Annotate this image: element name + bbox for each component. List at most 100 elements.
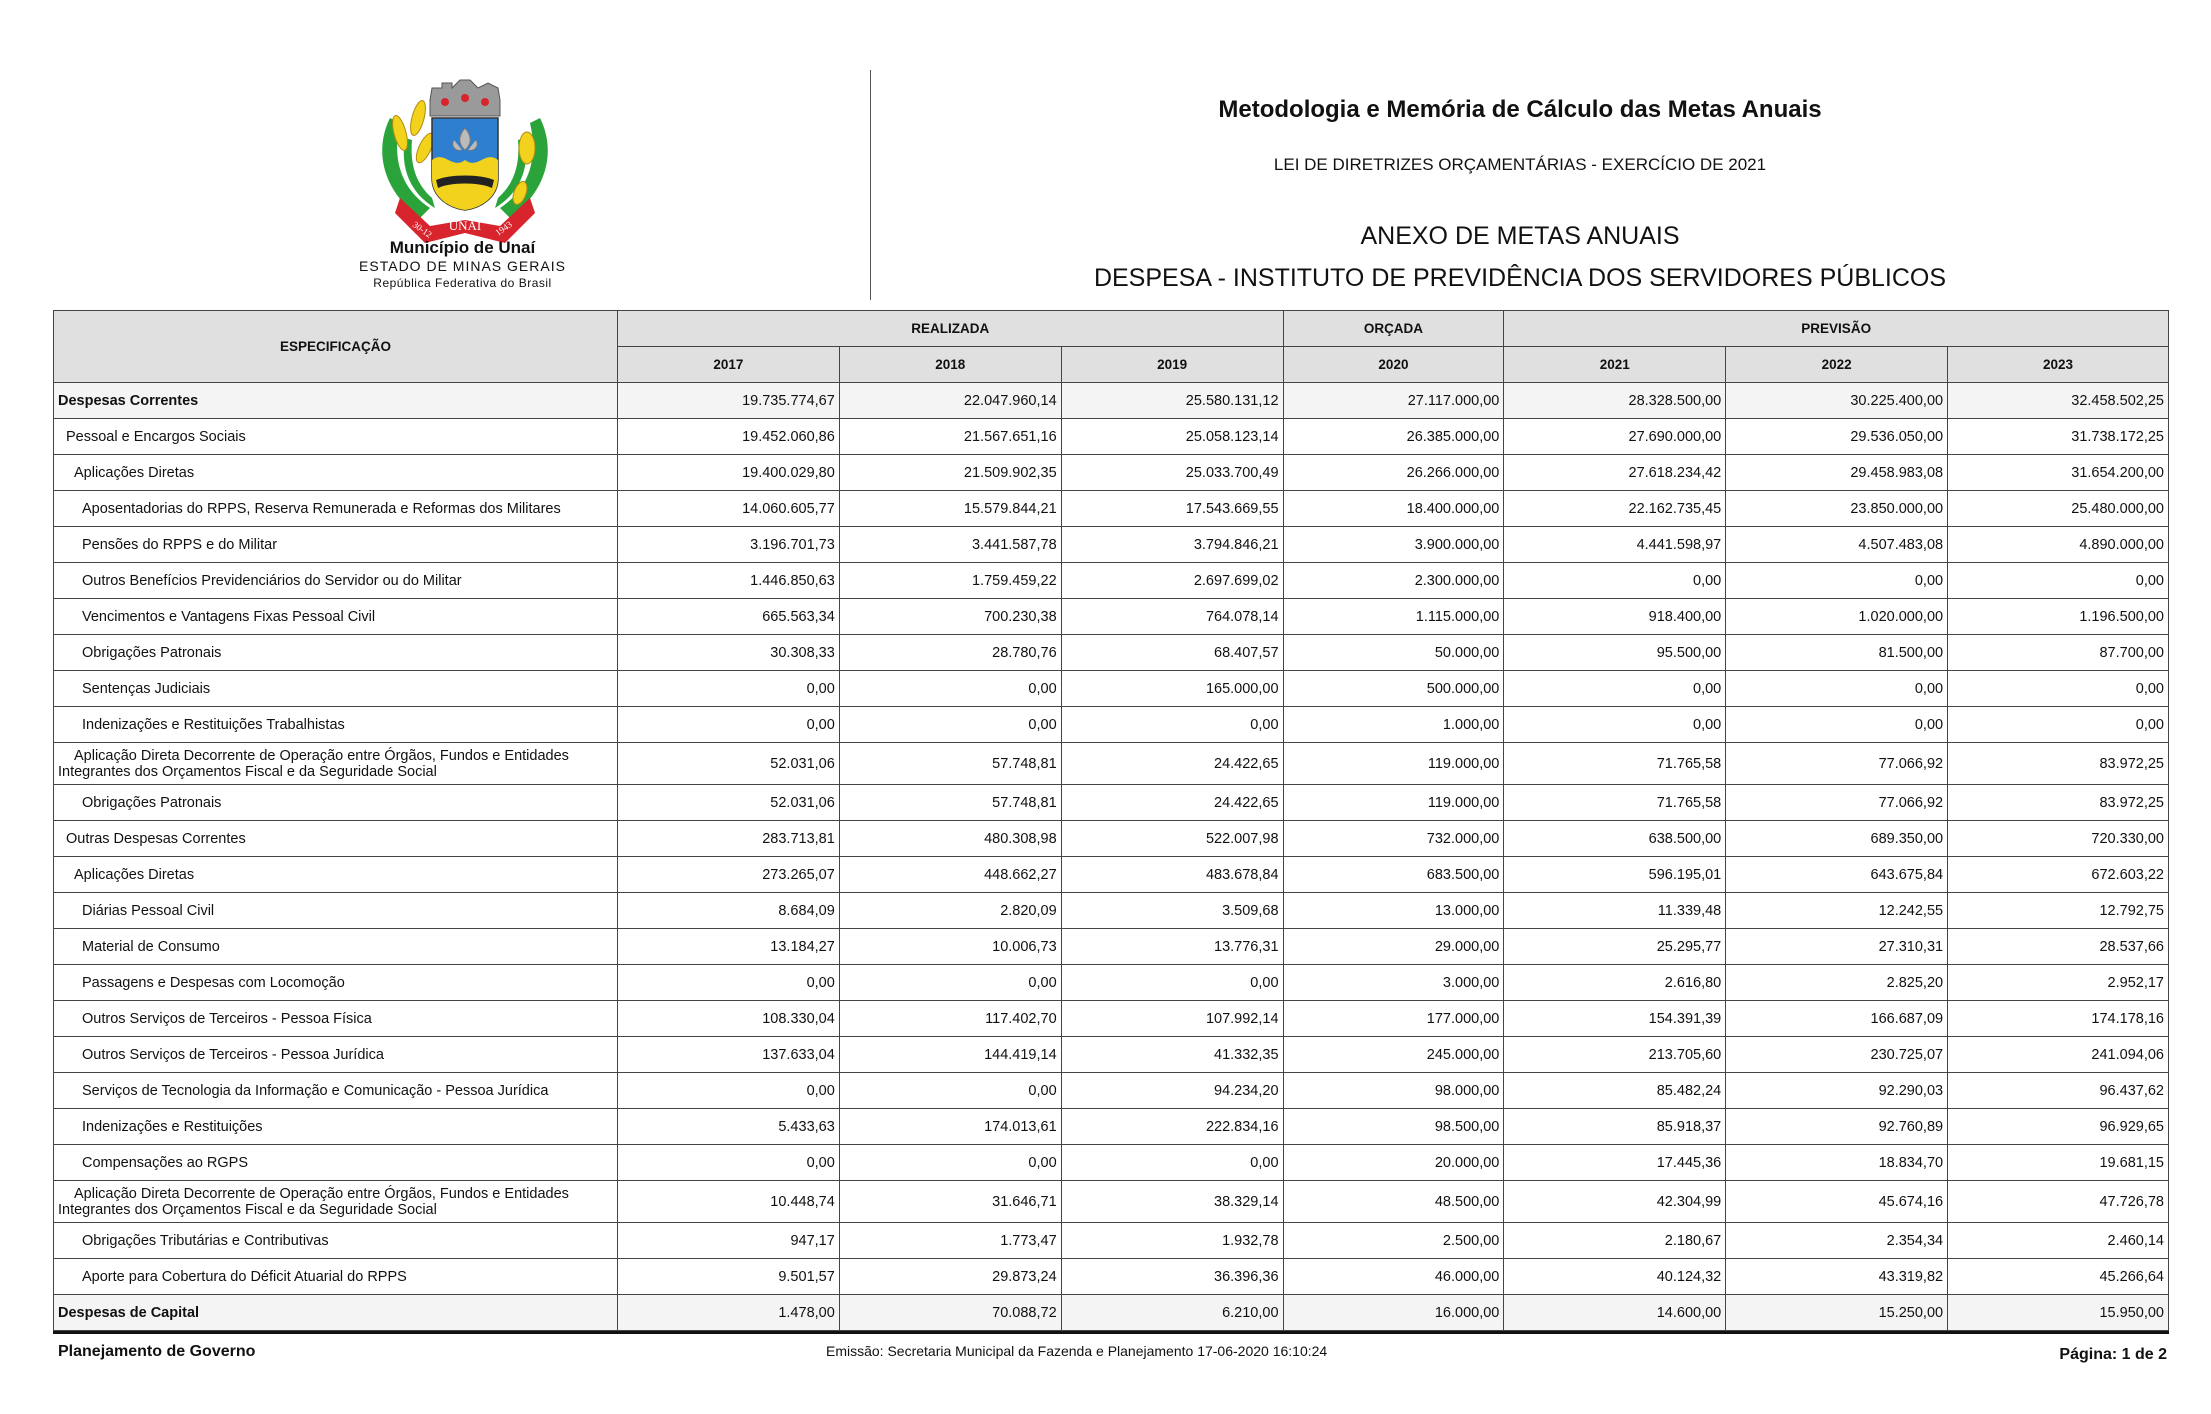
table-row: Aplicação Direta Decorrente de Operação …	[53, 1180, 2169, 1223]
cell-2019: 3.794.846,21	[1060, 526, 1284, 563]
cell-2021: 25.295,77	[1503, 928, 1727, 965]
cell-2018: 144.419,14	[838, 1036, 1062, 1073]
cell-2023: 15.950,00	[1947, 1294, 2169, 1331]
cell-2022: 81.500,00	[1725, 634, 1949, 671]
cell-2023: 25.480.000,00	[1947, 490, 2169, 527]
cell-2022: 0,00	[1725, 706, 1949, 743]
cell-2021: 71.765,58	[1503, 784, 1727, 821]
cell-2018: 0,00	[838, 1144, 1062, 1181]
cell-2021: 42.304,99	[1503, 1180, 1727, 1223]
table-row: Obrigações Patronais 30.308,33 28.780,76 68…	[53, 634, 2169, 671]
row-label: Outros Serviços de Terceiros - Pessoa Ju…	[53, 1036, 618, 1073]
cell-2023: 4.890.000,00	[1947, 526, 2169, 563]
municipal-coat-of-arms-logo: UNAÍ 30-12 1943	[382, 79, 548, 243]
cell-2019: 25.580.131,12	[1060, 382, 1284, 419]
cell-2019: 483.678,84	[1060, 856, 1284, 893]
cell-2020: 29.000,00	[1282, 928, 1505, 965]
table-row: Pensões do RPPS e do Militar 3.196.701,73…	[53, 526, 2169, 563]
table-row: Passagens e Despesas com Locomoção 0,00 0,…	[53, 964, 2169, 1001]
cell-2020: 177.000,00	[1282, 1000, 1505, 1037]
cell-2019: 165.000,00	[1060, 670, 1284, 707]
row-label: Obrigações Tributárias e Contributivas	[53, 1222, 618, 1259]
cell-2018: 174.013,61	[838, 1108, 1062, 1145]
cell-2021: 17.445,36	[1503, 1144, 1727, 1181]
cell-2018: 480.308,98	[838, 820, 1062, 857]
cell-2022: 30.225.400,00	[1725, 382, 1949, 419]
cell-2020: 46.000,00	[1282, 1258, 1505, 1295]
row-label: Material de Consumo	[53, 928, 618, 965]
cell-2022: 0,00	[1725, 562, 1949, 599]
table-row: Material de Consumo 13.184,27 10.006,73 13.…	[53, 928, 2169, 965]
cell-2020: 119.000,00	[1282, 742, 1505, 785]
row-label: Outros Serviços de Terceiros - Pessoa Fí…	[53, 1000, 618, 1037]
cell-2017: 3.196.701,73	[616, 526, 840, 563]
table-row: Vencimentos e Vantagens Fixas Pessoal Ci…	[53, 598, 2169, 635]
header-divider	[870, 70, 871, 300]
cell-2017: 283.713,81	[616, 820, 840, 857]
group-header-realizada: REALIZADA	[616, 310, 1284, 347]
annual-goals-table: ESPECIFICAÇÃO REALIZADA ORÇADA PREVISÃO …	[53, 310, 2169, 1331]
cell-2020: 3.000,00	[1282, 964, 1505, 1001]
cell-2019: 764.078,14	[1060, 598, 1284, 635]
cell-2019: 0,00	[1060, 706, 1284, 743]
annex-title: ANEXO DE METAS ANUAIS	[1360, 222, 1680, 250]
cell-2023: 45.266,64	[1947, 1258, 2169, 1295]
cell-2017: 108.330,04	[616, 1000, 840, 1037]
cell-2020: 2.300.000,00	[1282, 562, 1505, 599]
table-row: Aposentadorias do RPPS, Reserva Remunera…	[53, 490, 2169, 527]
cell-2022: 643.675,84	[1725, 856, 1949, 893]
cell-2018: 0,00	[838, 964, 1062, 1001]
cell-2021: 27.618.234,42	[1503, 454, 1727, 491]
footer-emission: Emissão: Secretaria Municipal da Fazenda…	[826, 1343, 1328, 1359]
cell-2018: 700.230,38	[838, 598, 1062, 635]
cell-2017: 0,00	[616, 964, 840, 1001]
row-label: Aplicações Diretas	[53, 454, 618, 491]
table-row: Indenizações e Restituições 5.433,63 174.0…	[53, 1108, 2169, 1145]
cell-2020: 732.000,00	[1282, 820, 1505, 857]
cell-2018: 15.579.844,21	[838, 490, 1062, 527]
cell-2020: 48.500,00	[1282, 1180, 1505, 1223]
cell-2021: 154.391,39	[1503, 1000, 1727, 1037]
cell-2020: 13.000,00	[1282, 892, 1505, 929]
cell-2023: 31.738.172,25	[1947, 418, 2169, 455]
footer-divider	[53, 1331, 2169, 1334]
cell-2020: 26.266.000,00	[1282, 454, 1505, 491]
row-label: Aplicação Direta Decorrente de Operação …	[53, 742, 618, 785]
cell-2017: 0,00	[616, 1144, 840, 1181]
row-label: Obrigações Patronais	[53, 784, 618, 821]
country-name: República Federativa do Brasil	[373, 276, 552, 290]
cell-2022: 29.536.050,00	[1725, 418, 1949, 455]
cell-2019: 222.834,16	[1060, 1108, 1284, 1145]
cell-2017: 19.400.029,80	[616, 454, 840, 491]
row-label: Aplicações Diretas	[53, 856, 618, 893]
footer-department: Planejamento de Governo	[58, 1343, 256, 1360]
cell-2017: 14.060.605,77	[616, 490, 840, 527]
cell-2021: 14.600,00	[1503, 1294, 1727, 1331]
cell-2017: 1.478,00	[616, 1294, 840, 1331]
cell-2021: 0,00	[1503, 562, 1727, 599]
cell-2019: 6.210,00	[1060, 1294, 1284, 1331]
row-label: Sentenças Judiciais	[53, 670, 618, 707]
cell-2019: 68.407,57	[1060, 634, 1284, 671]
cell-2023: 31.654.200,00	[1947, 454, 2169, 491]
row-label: Obrigações Patronais	[53, 634, 618, 671]
cell-2022: 92.290,03	[1725, 1072, 1949, 1109]
cell-2021: 918.400,00	[1503, 598, 1727, 635]
cell-2018: 0,00	[838, 706, 1062, 743]
table-row: Outros Serviços de Terceiros - Pessoa Fí…	[53, 1000, 2169, 1037]
table-row: Aplicação Direta Decorrente de Operação …	[53, 742, 2169, 785]
cell-2019: 107.992,14	[1060, 1000, 1284, 1037]
cell-2021: 213.705,60	[1503, 1036, 1727, 1073]
table-row: Aplicações Diretas 19.400.029,80 21.509.90…	[53, 454, 2169, 491]
cell-2020: 98.500,00	[1282, 1108, 1505, 1145]
cell-2022: 2.354,34	[1725, 1222, 1949, 1259]
cell-2020: 26.385.000,00	[1282, 418, 1505, 455]
cell-2017: 52.031,06	[616, 784, 840, 821]
cell-2019: 25.033.700,49	[1060, 454, 1284, 491]
column-header-year-2022: 2022	[1725, 346, 1949, 383]
document-title: Metodologia e Memória de Cálculo das Met…	[1218, 96, 1822, 123]
cell-2021: 85.918,37	[1503, 1108, 1727, 1145]
cell-2017: 137.633,04	[616, 1036, 840, 1073]
cell-2023: 241.094,06	[1947, 1036, 2169, 1073]
row-label: Vencimentos e Vantagens Fixas Pessoal Ci…	[53, 598, 618, 635]
